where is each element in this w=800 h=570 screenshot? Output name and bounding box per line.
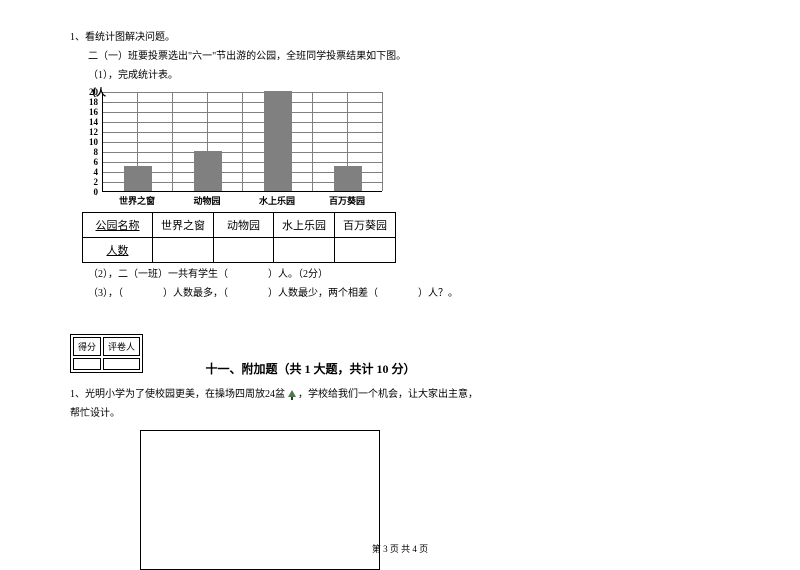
y-tick: 16: [89, 107, 98, 117]
y-tick: 10: [89, 137, 98, 147]
y-tick: 4: [94, 167, 99, 177]
table-col: 百万葵园: [335, 213, 396, 238]
q1-line1: 二（一）班要投票选出"六一"节出游的公园，全班同学投票结果如下图。: [70, 49, 730, 65]
table-row-label: 人数: [83, 238, 153, 263]
tree-icon: [288, 390, 296, 400]
table-cell: [335, 238, 396, 263]
question-1: 1、看统计图解决问题。 二（一）班要投票选出"六一"节出游的公园，全班同学投票结…: [70, 30, 730, 84]
y-tick: 12: [89, 127, 98, 137]
x-label: 水上乐园: [242, 194, 312, 207]
y-tick: 6: [94, 157, 99, 167]
bar-2: [194, 151, 222, 191]
q1-title: 1、看统计图解决问题。: [70, 30, 730, 46]
q1-sub2: （2），二（一班）一共有学生（ ）人。（2分）: [70, 267, 730, 283]
x-label: 动物园: [172, 194, 242, 207]
y-tick: 20: [89, 87, 98, 97]
bar-1: [124, 166, 152, 191]
x-axis: 世界之窗 动物园 水上乐园 百万葵园: [102, 194, 382, 207]
bar-chart: （人 20 18 16 14 12 10 8 6 4 2 0: [82, 92, 392, 207]
grader-header: 评卷人: [103, 337, 140, 356]
table-row: 公园名称 世界之窗 动物园 水上乐园 百万葵园: [83, 213, 396, 238]
chart-grid: [102, 92, 382, 192]
table-cell: [274, 238, 335, 263]
x-label: 世界之窗: [102, 194, 172, 207]
table-col: 动物园: [214, 213, 274, 238]
x-label: 百万葵园: [312, 194, 382, 207]
bar-4: [334, 166, 362, 191]
q1-number: 1、: [70, 32, 85, 43]
table-col: 世界之窗: [153, 213, 214, 238]
q1-sub3: （3），（ ）人数最多，（ ）人数最少，两个相差（ ）人？。: [70, 286, 730, 302]
grader-cell: [103, 358, 140, 370]
data-table: 公园名称 世界之窗 动物园 水上乐园 百万葵园 人数: [82, 212, 396, 263]
page-footer: 第 3 页 共 4 页: [0, 542, 800, 555]
score-box: 得分 评卷人: [70, 334, 143, 373]
q2-text-a: 光明小学为了使校园更美，在操场四周放24盆: [85, 389, 288, 400]
table-row: 人数: [83, 238, 396, 263]
y-tick: 0: [94, 187, 99, 197]
table-col: 水上乐园: [274, 213, 335, 238]
q2-text-b: ，学校给我们一个机会，让大家出主意，: [296, 389, 479, 400]
table-header: 公园名称: [83, 213, 153, 238]
y-tick: 2: [94, 177, 99, 187]
score-cell: [73, 358, 101, 370]
y-axis: 20 18 16 14 12 10 8 6 4 2 0: [82, 92, 100, 192]
y-tick: 14: [89, 117, 98, 127]
q2-text: 1、光明小学为了使校园更美，在操场四周放24盆 ，学校给我们一个机会，让大家出主…: [70, 387, 730, 403]
y-tick: 18: [89, 97, 98, 107]
q2-number: 1、: [70, 389, 85, 400]
table-cell: [214, 238, 274, 263]
table-cell: [153, 238, 214, 263]
score-header: 得分: [73, 337, 101, 356]
q1-title-text: 看统计图解决问题。: [85, 32, 175, 43]
q1-line2: （1），完成统计表。: [70, 68, 730, 84]
bar-3: [264, 91, 292, 191]
q2-text-c: 帮忙设计。: [70, 406, 730, 422]
y-tick: 8: [94, 147, 99, 157]
section-title: 十一、附加题（共 1 大题，共计 10 分）: [206, 360, 416, 377]
section-header: 得分 评卷人 十一、附加题（共 1 大题，共计 10 分）: [70, 318, 730, 377]
